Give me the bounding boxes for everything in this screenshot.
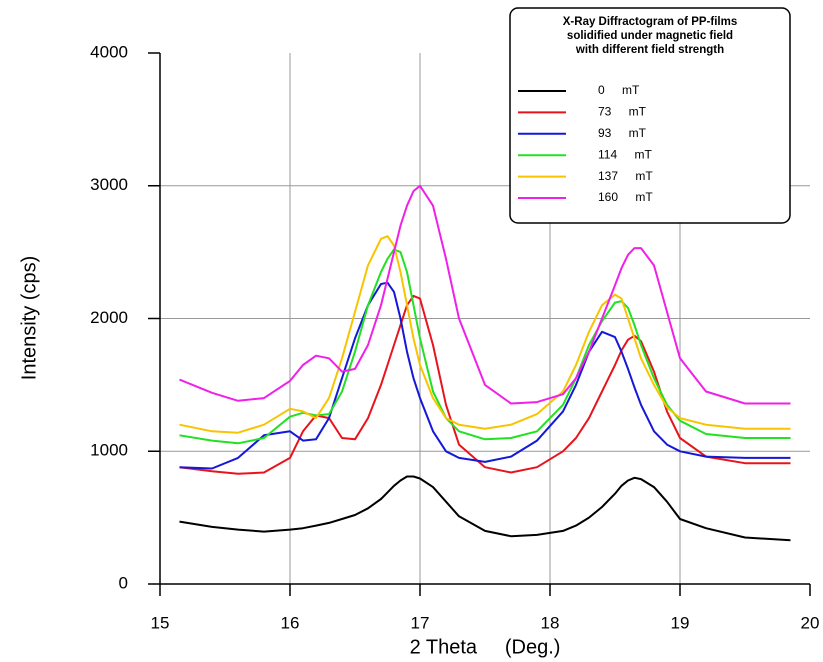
x-tick-label: 18	[541, 613, 560, 632]
legend-label: 114 mT	[598, 147, 652, 161]
x-tick-label: 15	[151, 613, 170, 632]
legend-title: with different field strength	[575, 44, 724, 56]
y-tick-label: 3000	[90, 175, 128, 194]
legend-label: 73 mT	[598, 105, 647, 119]
line-series	[179, 235, 791, 434]
y-tick-label: 0	[119, 573, 128, 592]
y-axis-title: Intensity (cps)	[18, 256, 40, 380]
legend-title: solidified under magnetic field	[567, 30, 733, 42]
y-tick-label: 4000	[90, 42, 128, 61]
line-series	[179, 184, 791, 405]
y-tick-label: 1000	[90, 441, 128, 460]
legend-label: 137 mT	[598, 169, 653, 183]
x-tick-label: 19	[671, 613, 690, 632]
line-series	[179, 248, 791, 445]
x-tick-label: 17	[411, 613, 430, 632]
x-axis-title: 2 Theta (Deg.)	[410, 636, 561, 658]
legend-box	[509, 7, 791, 224]
line-series	[179, 475, 791, 542]
y-tick-label: 2000	[90, 308, 128, 327]
x-tick-label: 16	[281, 613, 300, 632]
legend-title: X-Ray Diffractogram of PP-films	[563, 16, 737, 28]
legend-label: 93 mT	[598, 126, 647, 140]
x-tick-label: 20	[801, 613, 820, 632]
legend-label: 160 mT	[598, 190, 653, 204]
legend-label: 0 mT	[598, 83, 640, 97]
line-series	[179, 281, 791, 470]
